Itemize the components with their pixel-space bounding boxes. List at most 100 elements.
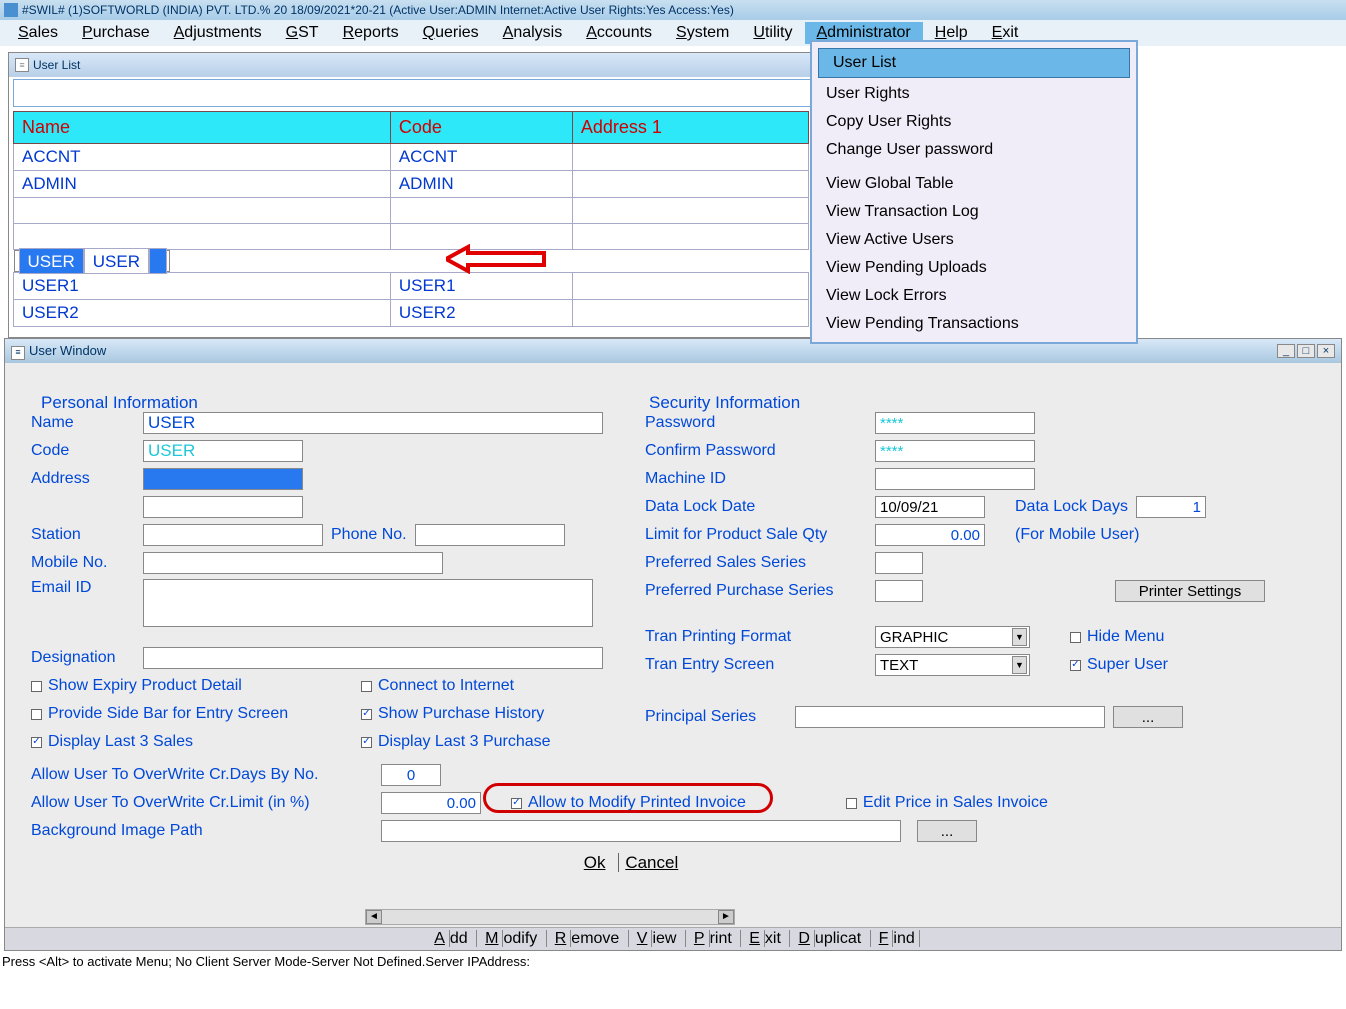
table-row[interactable]: USER1USER1	[14, 273, 809, 300]
toolbar-view[interactable]: View	[629, 930, 686, 947]
cancel-button[interactable]: Cancel	[618, 853, 680, 872]
pps-label: Preferred Purchase Series	[645, 582, 875, 600]
code-label: Code	[31, 442, 143, 460]
tpf-label: Tran Printing Format	[645, 628, 875, 646]
confirm-label: Confirm Password	[645, 442, 875, 460]
menu-utility[interactable]: Utility	[741, 22, 804, 44]
overwrite-limit-input[interactable]	[381, 792, 481, 814]
toolbar-exit[interactable]: Exit	[741, 930, 790, 947]
column-header[interactable]: Code	[390, 112, 572, 144]
dropdown-item[interactable]: View Transaction Log	[812, 198, 1136, 226]
dropdown-item[interactable]: View Global Table	[812, 170, 1136, 198]
bgpath-input[interactable]	[381, 820, 901, 842]
toolbar-remove[interactable]: Remove	[547, 930, 629, 947]
printer-settings-button[interactable]: Printer Settings	[1115, 580, 1265, 602]
ok-cancel-row: Ok Cancel	[31, 847, 1231, 875]
toolbar-find[interactable]: Find	[871, 930, 920, 947]
tes-select[interactable]: TEXT▼	[875, 654, 1030, 676]
email-input[interactable]	[143, 579, 593, 627]
name-input[interactable]	[143, 412, 603, 434]
toolbar-add[interactable]: Add	[426, 930, 477, 947]
chk-connect[interactable]: Connect to Internet	[361, 677, 514, 695]
confirm-input[interactable]	[875, 440, 1035, 462]
tpf-select[interactable]: GRAPHIC▼	[875, 626, 1030, 648]
column-header[interactable]: Name	[14, 112, 391, 144]
machine-input[interactable]	[875, 468, 1035, 490]
menu-analysis[interactable]: Analysis	[491, 22, 575, 44]
chk-last3purchase[interactable]: Display Last 3 Purchase	[361, 733, 551, 751]
chk-expiry[interactable]: Show Expiry Product Detail	[31, 677, 361, 695]
maximize-button[interactable]: □	[1297, 344, 1315, 358]
app-icon	[4, 3, 18, 17]
menu-adjustments[interactable]: Adjustments	[162, 22, 274, 44]
annotation-arrow-user-row	[446, 244, 546, 274]
dropdown-item[interactable]: User Rights	[812, 80, 1136, 108]
dropdown-item[interactable]: Change User password	[812, 136, 1136, 164]
pss-label: Preferred Sales Series	[645, 554, 875, 572]
password-input[interactable]	[875, 412, 1035, 434]
chk-purchhist[interactable]: Show Purchase History	[361, 705, 544, 723]
close-button[interactable]: ×	[1317, 344, 1335, 358]
chk-superuser[interactable]: Super User	[1070, 656, 1168, 674]
designation-label: Designation	[31, 649, 143, 667]
chk-last3sales[interactable]: Display Last 3 Sales	[31, 733, 361, 751]
principal-browse-button[interactable]: ...	[1113, 706, 1183, 728]
chk-sidebar[interactable]: Provide Side Bar for Entry Screen	[31, 705, 361, 723]
address-input-1[interactable]	[143, 468, 303, 490]
table-row[interactable]: ADMINADMIN	[14, 171, 809, 198]
chevron-down-icon: ▼	[1012, 656, 1027, 674]
dropdown-item[interactable]: User List	[818, 48, 1130, 78]
limit-input[interactable]	[875, 524, 985, 546]
dropdown-item[interactable]: View Active Users	[812, 226, 1136, 254]
menu-system[interactable]: System	[664, 22, 741, 44]
menu-sales[interactable]: Sales	[6, 22, 70, 44]
userlist-title: User List	[33, 58, 80, 72]
list-icon: ≡	[15, 58, 29, 72]
overwrite-days-label: Allow User To OverWrite Cr.Days By No.	[31, 766, 381, 784]
code-input[interactable]	[143, 440, 303, 462]
phone-input[interactable]	[415, 524, 565, 546]
menu-queries[interactable]: Queries	[411, 22, 491, 44]
address-input-2[interactable]	[143, 496, 303, 518]
toolbar-print[interactable]: Print	[686, 930, 741, 947]
datalockdays-label: Data Lock Days	[1015, 498, 1128, 516]
userwin-title: User Window	[29, 343, 106, 358]
chevron-down-icon: ▼	[1012, 628, 1027, 646]
bgpath-browse-button[interactable]: ...	[917, 820, 977, 842]
datalockdays-input[interactable]	[1136, 496, 1206, 518]
ok-button[interactable]: Ok	[582, 853, 608, 872]
table-row[interactable]: ACCNTACCNT	[14, 144, 809, 171]
formobile-label: (For Mobile User)	[1015, 526, 1139, 544]
toolbar-modify[interactable]: Modify	[477, 930, 547, 947]
password-label: Password	[645, 414, 875, 432]
bgpath-label: Background Image Path	[31, 822, 381, 840]
pps-input[interactable]	[875, 580, 923, 602]
chk-hidemenu[interactable]: Hide Menu	[1070, 628, 1164, 646]
horizontal-scrollbar[interactable]: ◄►	[365, 909, 735, 925]
dropdown-item[interactable]: Copy User Rights	[812, 108, 1136, 136]
chk-edit-price[interactable]: Edit Price in Sales Invoice	[846, 794, 1048, 812]
station-input[interactable]	[143, 524, 323, 546]
menu-purchase[interactable]: Purchase	[70, 22, 162, 44]
menu-gst[interactable]: GST	[274, 22, 331, 44]
table-row[interactable]: USER2USER2	[14, 300, 809, 327]
dropdown-item[interactable]: View Pending Uploads	[812, 254, 1136, 282]
minimize-button[interactable]: _	[1277, 344, 1295, 358]
designation-input[interactable]	[143, 647, 603, 669]
table-row[interactable]: USERUSER	[14, 250, 170, 272]
dropdown-item[interactable]: View Lock Errors	[812, 282, 1136, 310]
datalock-input[interactable]	[875, 496, 985, 518]
pss-input[interactable]	[875, 552, 923, 574]
menu-reports[interactable]: Reports	[331, 22, 411, 44]
table-row[interactable]	[14, 198, 809, 224]
dropdown-item[interactable]: View Pending Transactions	[812, 310, 1136, 338]
principal-input[interactable]	[795, 706, 1105, 728]
column-header[interactable]: Address 1	[572, 112, 808, 144]
table-row[interactable]	[14, 224, 809, 250]
toolbar-duplicat[interactable]: Duplicat	[790, 930, 870, 947]
overwrite-days-input[interactable]	[381, 764, 441, 786]
mobile-label: Mobile No.	[31, 554, 143, 572]
menu-accounts[interactable]: Accounts	[574, 22, 664, 44]
principal-label: Principal Series	[645, 708, 795, 726]
mobile-input[interactable]	[143, 552, 443, 574]
